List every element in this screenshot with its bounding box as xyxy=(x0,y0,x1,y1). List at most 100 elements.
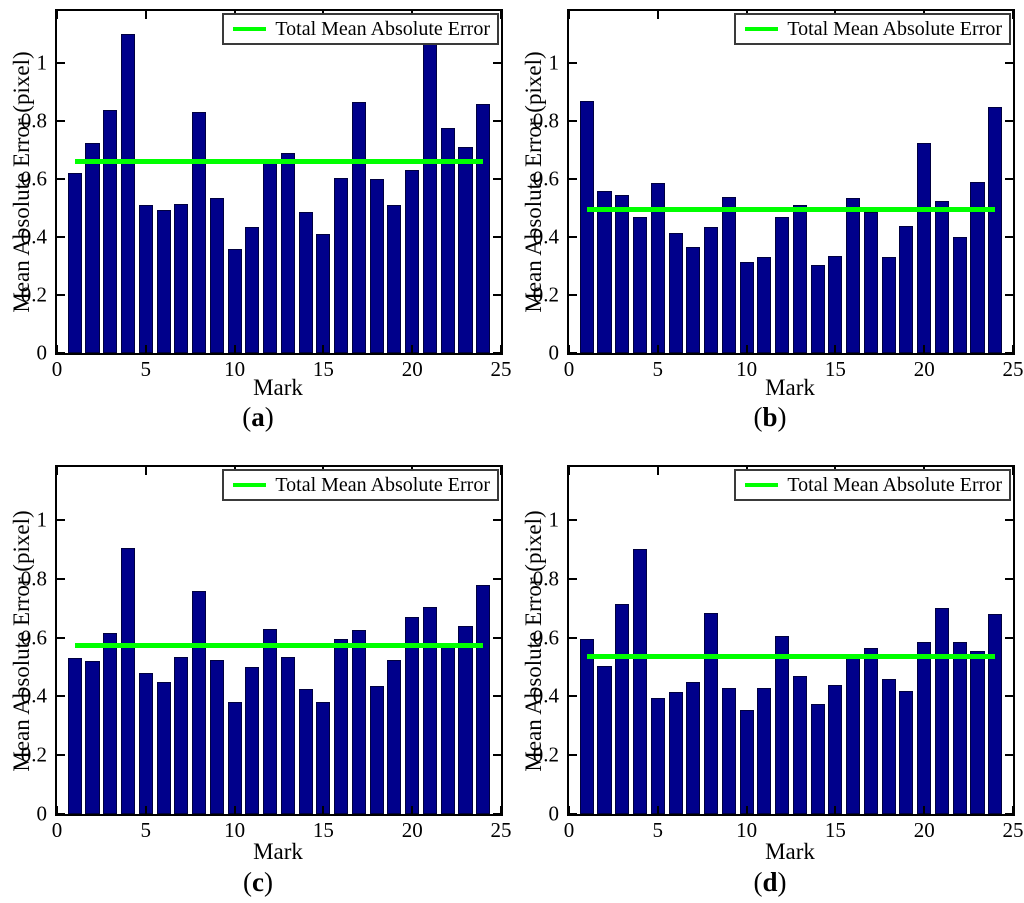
x-tick-label: 15 xyxy=(312,357,334,381)
x-tick xyxy=(923,806,926,814)
y-tick-right xyxy=(493,518,501,521)
bar-mark-22 xyxy=(440,128,455,353)
bar-mark-1 xyxy=(579,100,594,353)
x-tick-label: 0 xyxy=(51,357,63,381)
bar-mark-8 xyxy=(704,226,719,353)
x-tick xyxy=(233,345,236,353)
y-tick-label: 0.2 xyxy=(532,742,559,767)
y-tick xyxy=(569,352,577,354)
legend-box: Total Mean Absolute Error xyxy=(222,469,499,501)
chart-panel-a: Mean Absolute Error (pixel) Total Mean A… xyxy=(0,0,512,455)
x-tick xyxy=(322,345,325,353)
bar-mark-21 xyxy=(934,200,950,353)
bar-mark-22 xyxy=(952,642,967,814)
x-tick-top xyxy=(656,467,659,475)
bar-mark-23 xyxy=(458,147,473,353)
caption-close-paren: ) xyxy=(777,867,787,897)
chart-panel-d: Mean Absolute Error (pixel) Total Mean A… xyxy=(512,455,1024,903)
bar-mark-17 xyxy=(351,102,366,353)
bar-mark-9 xyxy=(721,196,736,353)
x-tick-top xyxy=(56,467,58,475)
bar-mark-11 xyxy=(245,667,260,814)
bar-mark-18 xyxy=(369,179,384,353)
bar-mark-10 xyxy=(739,261,754,353)
bar-mark-17 xyxy=(351,630,366,814)
y-tick-label: 0.4 xyxy=(20,224,47,249)
bar-mark-21 xyxy=(934,608,950,814)
y-tick-right xyxy=(1005,636,1013,639)
y-tick-label: 1 xyxy=(36,507,48,532)
x-tick-top xyxy=(144,11,147,19)
bar-mark-12 xyxy=(775,216,790,353)
y-tick-label: 0 xyxy=(36,801,48,826)
bar-mark-19 xyxy=(387,205,402,353)
panel-caption-a: (a) xyxy=(242,402,274,433)
caption-open-paren: ( xyxy=(753,867,763,897)
y-tick xyxy=(569,236,577,239)
bar-mark-23 xyxy=(970,650,985,814)
bar-mark-16 xyxy=(846,197,861,353)
caption-close-paren: ) xyxy=(263,867,273,897)
caption-open-paren: ( xyxy=(242,402,252,432)
x-tick-top xyxy=(656,11,659,19)
legend-line-swatch xyxy=(233,483,267,487)
x-tick xyxy=(834,345,837,353)
y-tick xyxy=(569,695,577,698)
y-tick-right xyxy=(493,352,501,354)
bar-mark-4 xyxy=(632,216,648,353)
y-tick-right xyxy=(1005,695,1013,698)
bar-mark-20 xyxy=(917,642,932,814)
bar-mark-22 xyxy=(952,237,967,353)
bar-mark-24 xyxy=(988,106,1003,353)
bar-mark-2 xyxy=(597,665,612,814)
y-tick-label: 0.6 xyxy=(532,166,559,191)
x-tick xyxy=(923,345,926,353)
x-tick-label: 25 xyxy=(1002,357,1024,381)
caption-letter: c xyxy=(252,867,264,897)
total-mean-absolute-error-line xyxy=(74,159,484,165)
y-tick-right xyxy=(493,813,501,815)
bar-mark-16 xyxy=(334,177,349,353)
y-tick-label: 0 xyxy=(36,340,48,365)
x-tick-label: 25 xyxy=(1002,818,1024,842)
x-tick xyxy=(745,345,748,353)
x-tick xyxy=(144,345,147,353)
y-tick-right xyxy=(493,695,501,698)
x-axis-label: Mark xyxy=(253,375,303,400)
x-tick-top xyxy=(500,11,502,19)
x-tick xyxy=(411,806,414,814)
x-tick xyxy=(144,806,147,814)
bar-mark-5 xyxy=(138,205,153,353)
x-axis-label: Mark xyxy=(765,839,815,864)
y-tick xyxy=(57,518,65,521)
x-tick-label: 15 xyxy=(312,818,334,842)
y-tick-right xyxy=(493,636,501,639)
y-tick xyxy=(57,178,65,181)
y-tick-right xyxy=(1005,518,1013,521)
x-tick xyxy=(411,345,414,353)
x-tick-top xyxy=(144,467,147,475)
bar-mark-10 xyxy=(739,709,754,814)
bar-mark-9 xyxy=(209,659,224,814)
x-tick xyxy=(568,345,570,353)
plot-area-c: Total Mean Absolute Error xyxy=(55,465,503,816)
x-tick-label: 25 xyxy=(490,818,512,842)
bar-mark-14 xyxy=(298,212,313,353)
x-tick-label: 5 xyxy=(652,357,664,381)
y-tick xyxy=(569,120,577,123)
bar-mark-16 xyxy=(846,658,861,814)
x-tick xyxy=(56,806,58,814)
y-tick xyxy=(57,294,65,297)
bar-mark-8 xyxy=(192,112,207,353)
caption-open-paren: ( xyxy=(243,867,253,897)
bar-mark-12 xyxy=(775,636,790,814)
y-tick xyxy=(569,62,577,65)
y-tick xyxy=(57,236,65,239)
x-tick xyxy=(500,345,502,353)
bar-mark-9 xyxy=(209,197,224,353)
panel-caption-d: (d) xyxy=(753,867,786,898)
x-tick-label: 0 xyxy=(563,357,575,381)
panel-caption-b: (b) xyxy=(753,402,786,433)
legend-label: Total Mean Absolute Error xyxy=(275,474,490,496)
bar-mark-3 xyxy=(103,109,118,353)
